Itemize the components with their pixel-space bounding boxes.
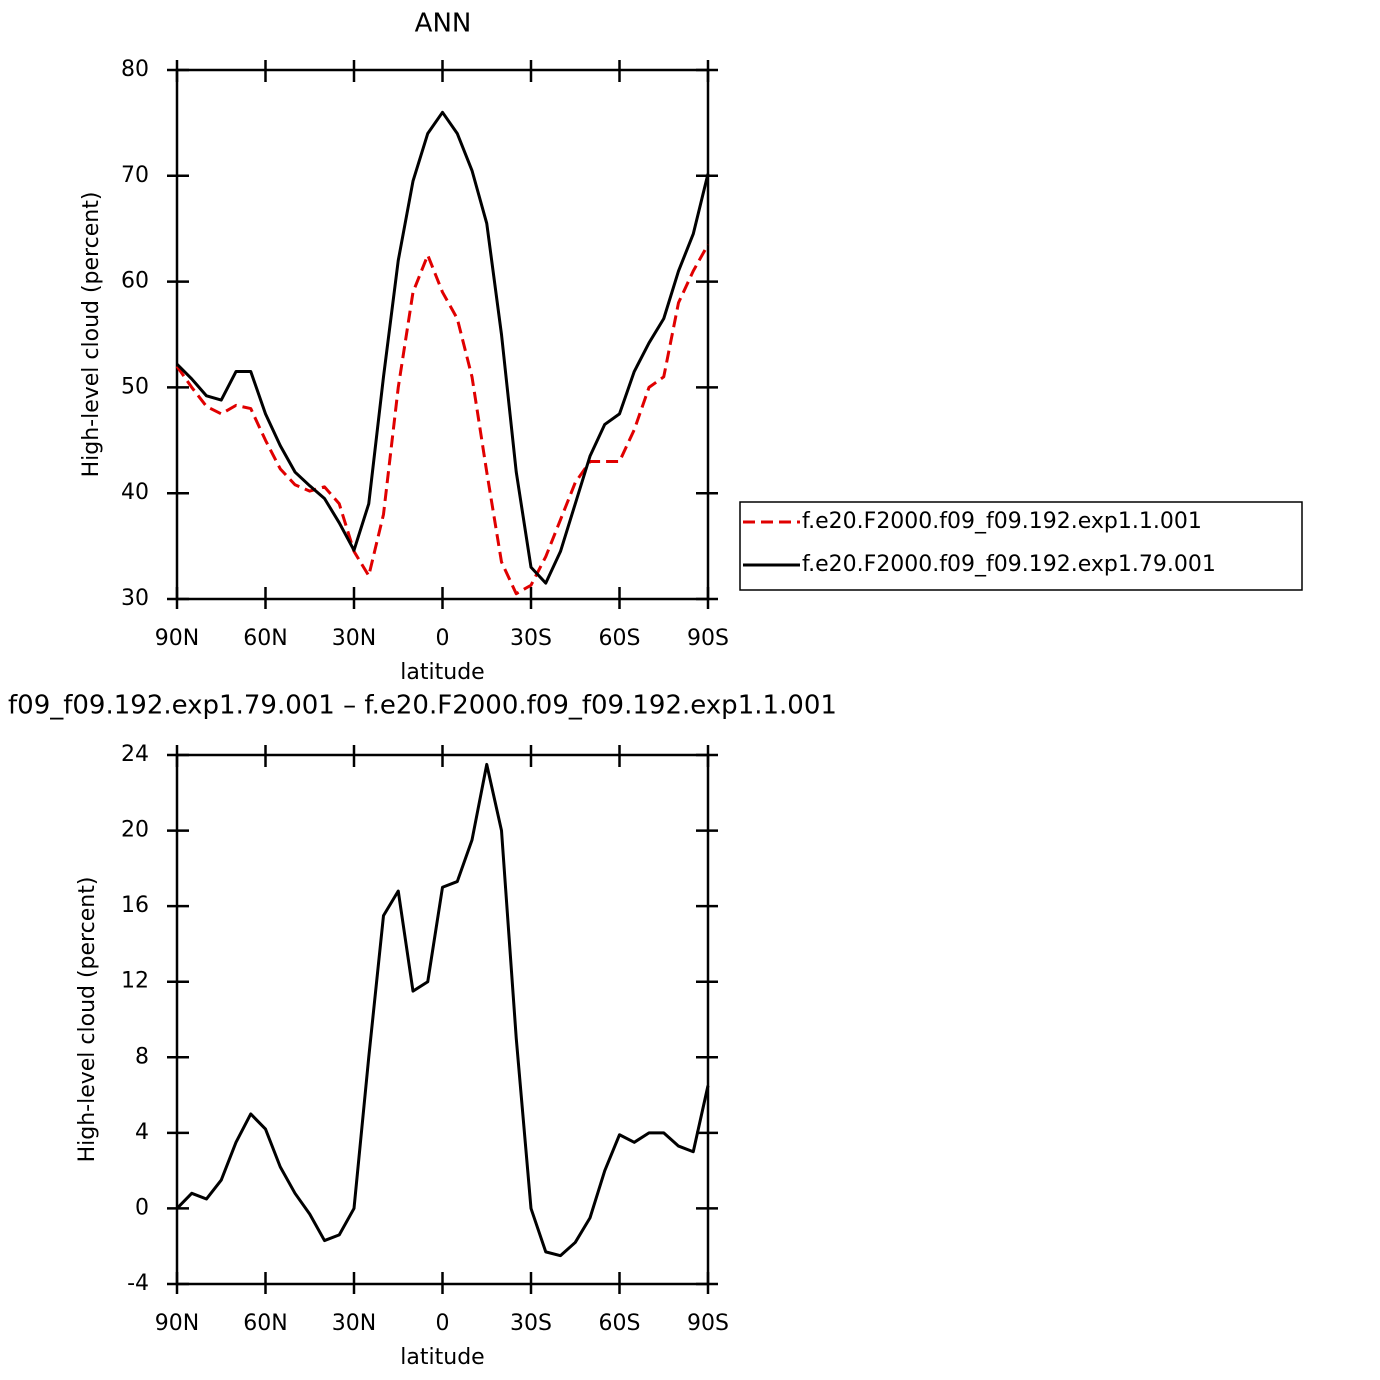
x-axis-label: latitude xyxy=(400,1345,484,1370)
data-line xyxy=(175,110,710,585)
y-tick-label: 40 xyxy=(121,480,149,505)
y-tick-label: 16 xyxy=(121,893,149,918)
chart-title: ANN xyxy=(415,9,472,39)
y-tick-label: 50 xyxy=(121,374,149,399)
x-tick-label: 30S xyxy=(510,626,552,651)
y-tick-label: 70 xyxy=(121,163,149,188)
x-tick-label: 60S xyxy=(599,1311,641,1336)
x-tick-label: 90S xyxy=(687,1311,729,1336)
y-tick-label: -4 xyxy=(127,1271,149,1296)
x-tick-label: 90N xyxy=(155,1311,199,1336)
x-tick-label: 90N xyxy=(155,626,199,651)
plot-frame xyxy=(175,753,710,1286)
data-line xyxy=(175,762,710,1258)
x-tick-label: 30N xyxy=(332,1311,376,1336)
legend-box xyxy=(739,501,1303,591)
x-tick-label: 90S xyxy=(687,626,729,651)
y-tick-label: 20 xyxy=(121,818,149,843)
x-tick-label: 0 xyxy=(436,1311,450,1336)
x-tick-label: 30N xyxy=(332,626,376,651)
plot-frame xyxy=(175,68,710,601)
chart-title: f09_f09.192.exp1.79.001 – f.e20.F2000.f0… xyxy=(8,691,837,721)
y-tick-label: 4 xyxy=(135,1120,149,1145)
x-tick-label: 0 xyxy=(436,626,450,651)
x-axis-label: latitude xyxy=(400,660,484,685)
y-tick-label: 12 xyxy=(121,969,149,994)
y-tick-label: 80 xyxy=(121,57,149,82)
y-axis-label: High-level cloud (percent) xyxy=(75,877,100,1163)
x-tick-label: 30S xyxy=(510,1311,552,1336)
y-axis-label: High-level cloud (percent) xyxy=(79,192,104,478)
y-tick-label: 30 xyxy=(121,586,149,611)
y-tick-label: 60 xyxy=(121,269,149,294)
y-tick-label: 8 xyxy=(135,1044,149,1069)
x-tick-label: 60N xyxy=(243,626,287,651)
legend-label: f.e20.F2000.f09_f09.192.exp1.79.001 xyxy=(802,552,1216,577)
y-tick-label: 0 xyxy=(135,1195,149,1220)
data-line xyxy=(175,243,710,596)
x-tick-label: 60N xyxy=(243,1311,287,1336)
x-tick-label: 60S xyxy=(599,626,641,651)
legend-label: f.e20.F2000.f09_f09.192.exp1.1.001 xyxy=(802,509,1202,534)
y-tick-label: 24 xyxy=(121,742,149,767)
